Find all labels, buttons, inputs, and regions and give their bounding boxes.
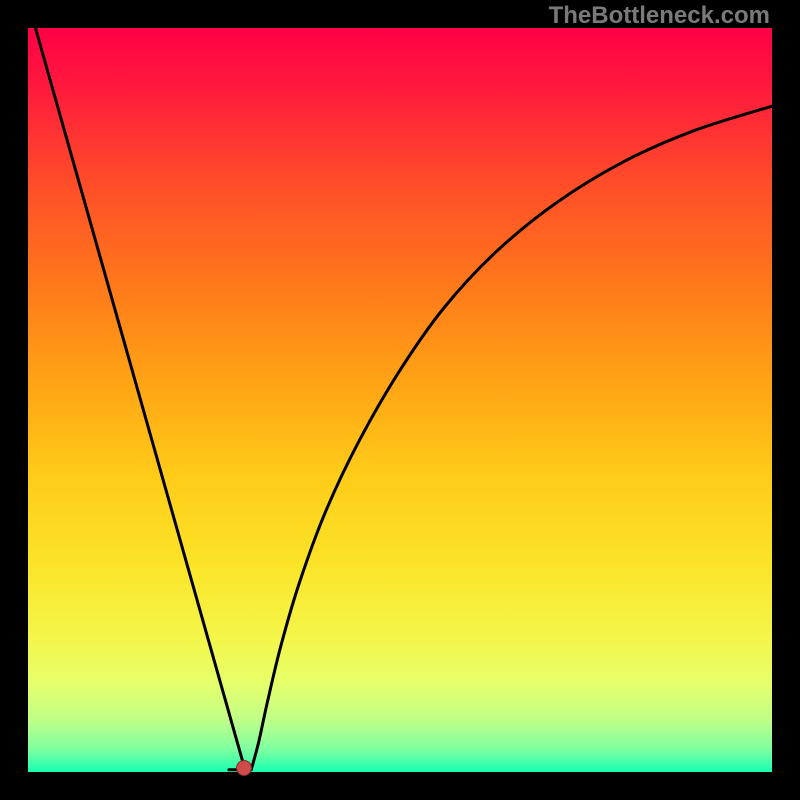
- plot-area: [28, 28, 772, 772]
- curve-layer: [28, 28, 772, 772]
- chart-container: TheBottleneck.com: [0, 0, 800, 800]
- watermark-text: TheBottleneck.com: [549, 2, 770, 30]
- optimum-marker: [236, 760, 252, 776]
